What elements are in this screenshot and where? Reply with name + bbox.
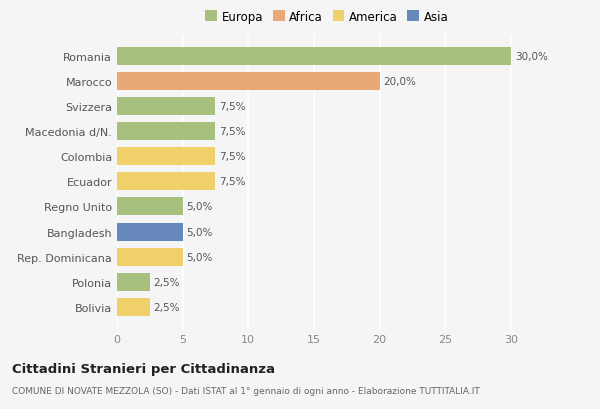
Text: 30,0%: 30,0% xyxy=(515,52,548,62)
Text: COMUNE DI NOVATE MEZZOLA (SO) - Dati ISTAT al 1° gennaio di ogni anno - Elaboraz: COMUNE DI NOVATE MEZZOLA (SO) - Dati IST… xyxy=(12,387,480,396)
Text: 2,5%: 2,5% xyxy=(154,277,180,287)
Text: 20,0%: 20,0% xyxy=(383,77,416,87)
Text: 5,0%: 5,0% xyxy=(187,227,213,237)
Text: 5,0%: 5,0% xyxy=(187,202,213,212)
Bar xyxy=(117,148,215,166)
Bar xyxy=(117,198,182,216)
Bar xyxy=(117,298,150,316)
Text: 7,5%: 7,5% xyxy=(220,102,246,112)
Bar xyxy=(117,48,511,66)
Text: 2,5%: 2,5% xyxy=(154,302,180,312)
Text: 7,5%: 7,5% xyxy=(220,177,246,187)
Bar xyxy=(117,123,215,141)
Bar xyxy=(117,173,215,191)
Text: 5,0%: 5,0% xyxy=(187,252,213,262)
Text: Cittadini Stranieri per Cittadinanza: Cittadini Stranieri per Cittadinanza xyxy=(12,362,275,375)
Bar xyxy=(117,248,182,266)
Bar xyxy=(117,73,380,91)
Bar xyxy=(117,273,150,291)
Text: 7,5%: 7,5% xyxy=(220,127,246,137)
Bar xyxy=(117,223,182,241)
Text: 7,5%: 7,5% xyxy=(220,152,246,162)
Bar xyxy=(117,98,215,116)
Legend: Europa, Africa, America, Asia: Europa, Africa, America, Asia xyxy=(203,8,451,26)
